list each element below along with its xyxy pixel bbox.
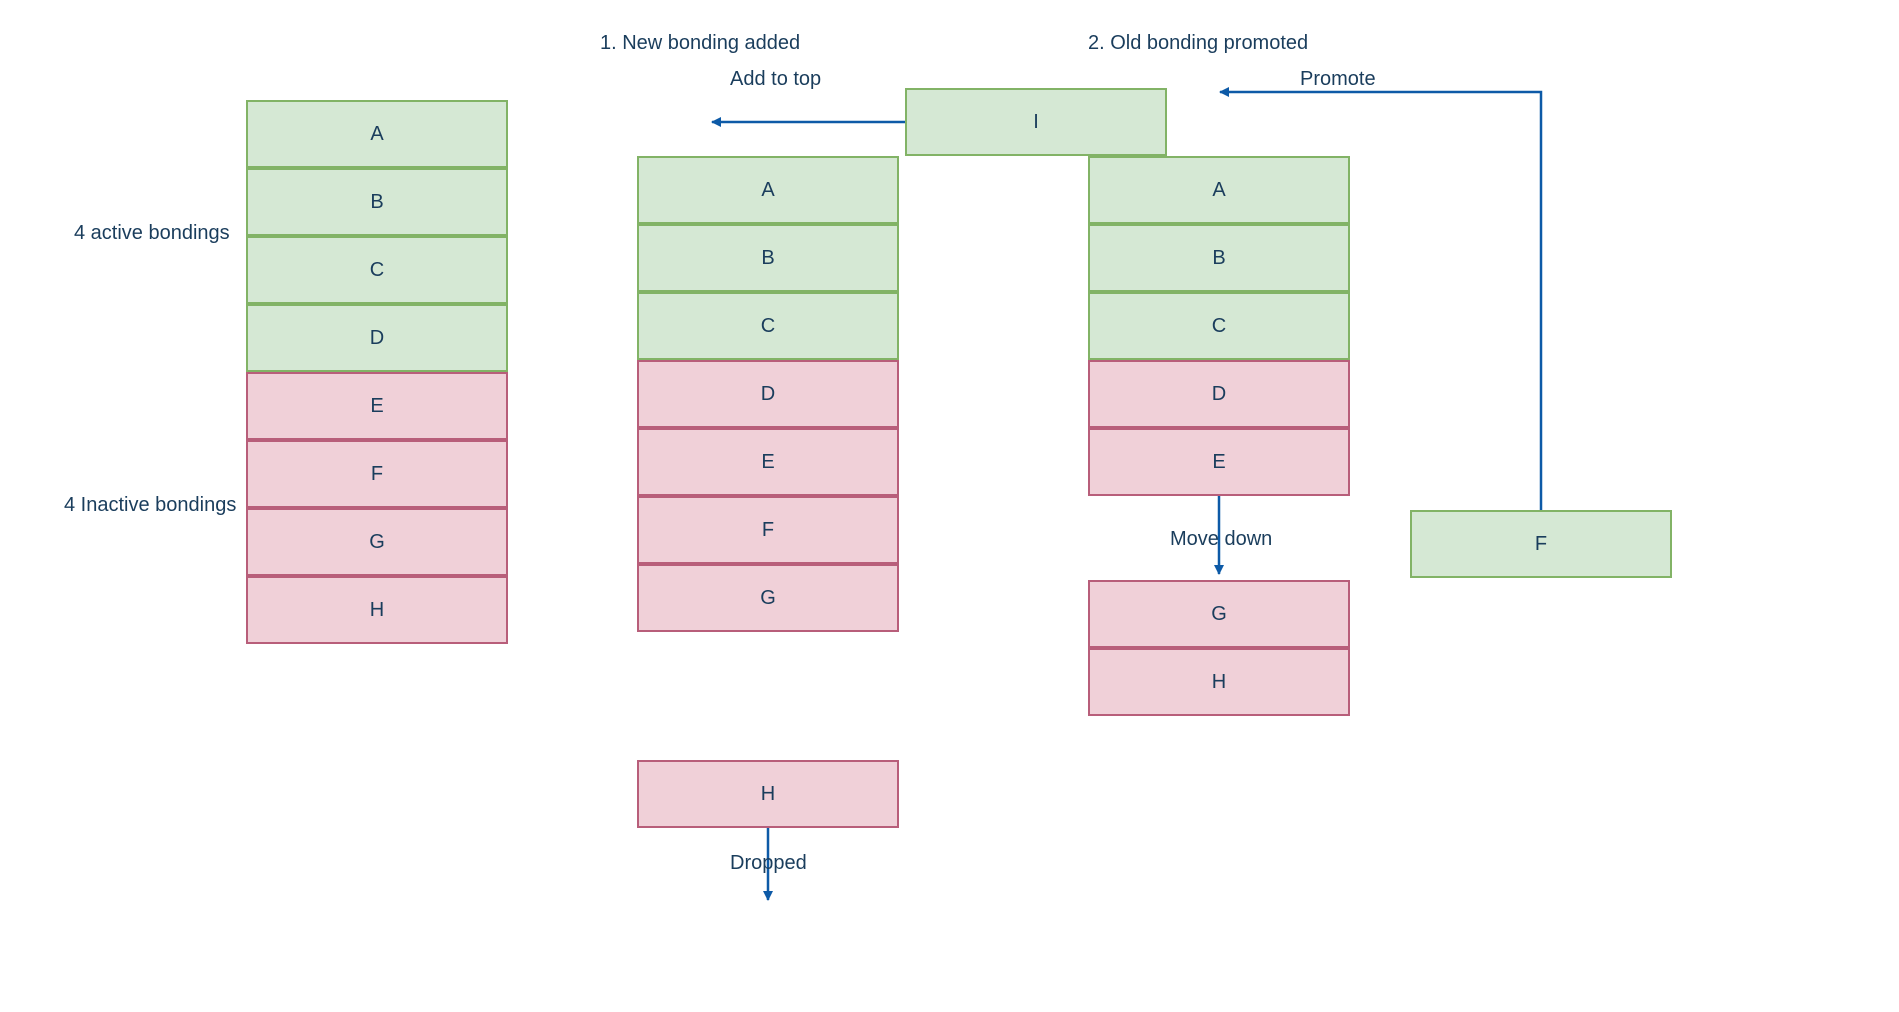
bonding-cell-col3u-E: E bbox=[1088, 428, 1350, 496]
bonding-cell-col3l-H: H bbox=[1088, 648, 1350, 716]
bonding-cell-col2-B: B bbox=[637, 224, 899, 292]
section-2-title: 2. Old bonding promoted bbox=[1088, 32, 1308, 55]
bonding-cell-col3u-B: B bbox=[1088, 224, 1350, 292]
move-down-label: Move down bbox=[1170, 528, 1272, 551]
bonding-cell-col1-C: C bbox=[246, 236, 508, 304]
active-bondings-label: 4 active bondings bbox=[74, 222, 230, 245]
bonding-cell-col3u-A: A bbox=[1088, 156, 1350, 224]
bonding-cell-col1-B: B bbox=[246, 168, 508, 236]
inactive-bondings-label: 4 Inactive bondings bbox=[64, 494, 236, 517]
bonding-cell-col1-F: F bbox=[246, 440, 508, 508]
bonding-cell-promoted-F: F bbox=[1410, 510, 1672, 578]
bonding-cell-col3u-D: D bbox=[1088, 360, 1350, 428]
bonding-cell-col1-G: G bbox=[246, 508, 508, 576]
bonding-cell-col3u-C: C bbox=[1088, 292, 1350, 360]
bonding-cell-col2-F: F bbox=[637, 496, 899, 564]
bonding-cell-col2-C: C bbox=[637, 292, 899, 360]
bonding-cell-col2-E: E bbox=[637, 428, 899, 496]
bonding-cell-col1-D: D bbox=[246, 304, 508, 372]
bonding-cell-incoming-I: I bbox=[905, 88, 1167, 156]
add-to-top-label: Add to top bbox=[730, 68, 821, 91]
bonding-cell-col2-D: D bbox=[637, 360, 899, 428]
dropped-label: Dropped bbox=[730, 852, 807, 875]
promote-label: Promote bbox=[1300, 68, 1376, 91]
bonding-cell-col1-E: E bbox=[246, 372, 508, 440]
bonding-cell-col3l-G: G bbox=[1088, 580, 1350, 648]
bonding-cell-col2-A: A bbox=[637, 156, 899, 224]
section-1-title: 1. New bonding added bbox=[600, 32, 800, 55]
bonding-cell-col2-G: G bbox=[637, 564, 899, 632]
bonding-cell-col1-A: A bbox=[246, 100, 508, 168]
bonding-cell-col1-H: H bbox=[246, 576, 508, 644]
bonding-cell-dropped-H: H bbox=[637, 760, 899, 828]
